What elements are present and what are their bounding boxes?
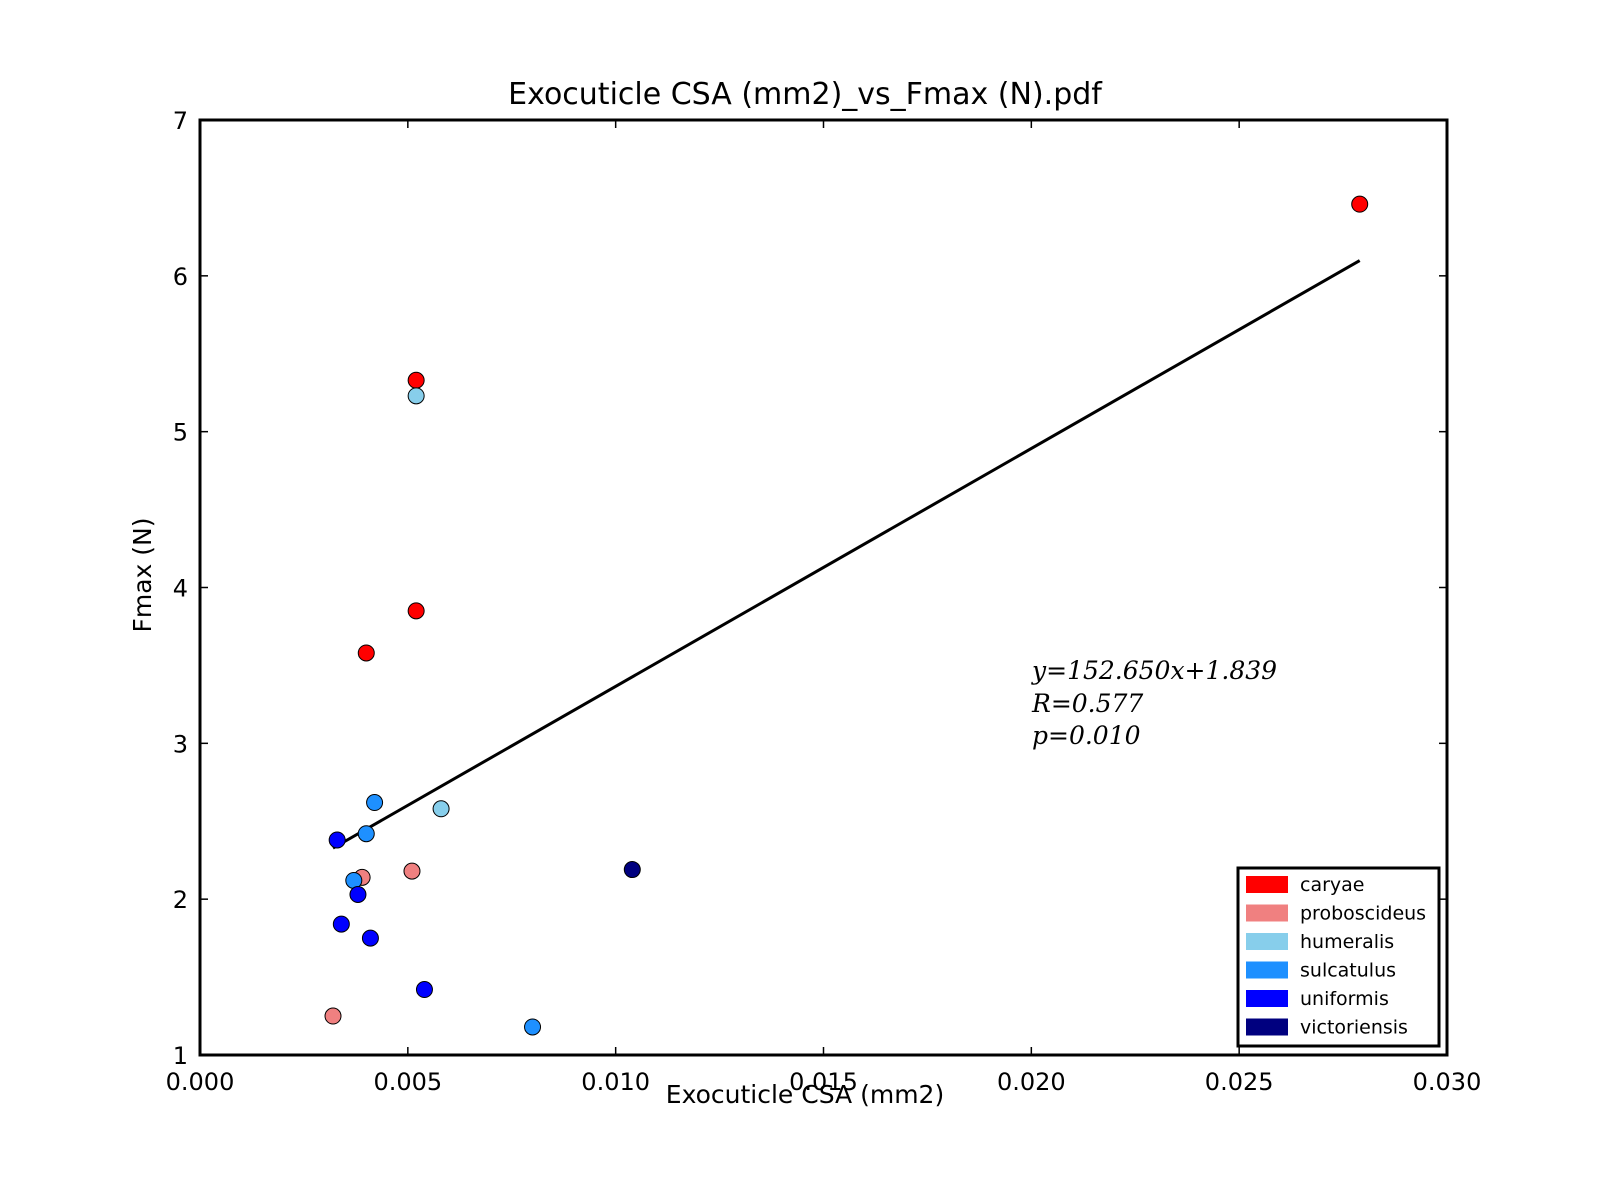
legend: caryae proboscideus humeralis sulcatulus uni…	[1236, 866, 1441, 1048]
y-tick-label: 6	[173, 263, 188, 291]
data-point-caryae	[357, 644, 375, 662]
legend-swatch-humeralis	[1246, 933, 1288, 950]
data-point-sulcatulus	[366, 794, 384, 812]
data-point-uniformis	[332, 915, 350, 933]
legend-swatch-proboscideus	[1246, 904, 1288, 922]
plot-frame	[198, 118, 1449, 1057]
legend-swatch-victoriensis	[1246, 1018, 1288, 1036]
y-tick-label: 4	[173, 575, 188, 603]
x-tick-label: 0.030	[1413, 1068, 1482, 1096]
x-tick-label: 0.015	[789, 1068, 858, 1096]
chart-title: Exocuticle CSA (mm2)_vs_Fmax (N).pdf	[508, 77, 1103, 112]
legend-swatch-caryae	[1246, 876, 1288, 893]
y-axis-label: Fmax (N)	[128, 517, 157, 632]
data-point-uniformis	[328, 831, 346, 849]
x-tick-label: 0.025	[1205, 1068, 1274, 1096]
x-tick-label: 0.010	[581, 1068, 650, 1096]
annotation-p-value: p=0.010	[1032, 721, 1141, 750]
data-point-sulcatulus	[524, 1018, 542, 1036]
data-point-sulcatulus	[345, 871, 363, 889]
data-point-caryae	[1351, 195, 1369, 213]
legend-label-caryae: caryae	[1300, 874, 1364, 896]
ticks-layer: 0.000 0.005 0.010 0.015 0.020 0.025 0.030 1 2 3 4 5…	[166, 107, 1482, 1096]
points-layer	[324, 195, 1369, 1036]
annotation-r-value: R=0.577	[1031, 689, 1143, 718]
data-point-uniformis	[361, 929, 379, 947]
y-tick-label: 5	[173, 419, 188, 447]
data-point-caryae	[407, 371, 425, 389]
legend-label-uniformis: uniformis	[1300, 988, 1389, 1010]
x-tick-label: 0.005	[373, 1068, 442, 1096]
data-point-uniformis	[349, 885, 367, 903]
data-point-caryae	[407, 602, 425, 620]
legend-swatch-sulcatulus	[1246, 961, 1288, 979]
data-point-proboscideus	[403, 862, 421, 880]
legend-label-humeralis: humeralis	[1300, 931, 1394, 953]
fit-layer	[332, 259, 1361, 850]
legend-swatch-uniformis	[1246, 990, 1288, 1007]
data-point-humeralis	[407, 387, 425, 405]
data-point-humeralis	[432, 800, 450, 818]
data-point-sulcatulus	[357, 825, 375, 843]
legend-frame	[1236, 866, 1441, 1048]
regression-line	[332, 259, 1361, 850]
legend-label-sulcatulus: sulcatulus	[1300, 960, 1396, 982]
annotation-equation: y=152.650x+1.839	[1031, 656, 1277, 685]
y-tick-label: 3	[173, 730, 188, 758]
y-tick-label: 7	[173, 107, 188, 135]
y-tick-label: 1	[173, 1042, 188, 1070]
data-point-proboscideus	[324, 1007, 342, 1025]
x-axis-label: Exocuticle CSA (mm2)	[666, 1080, 944, 1109]
data-point-victoriensis	[623, 861, 641, 879]
x-tick-label: 0.020	[997, 1068, 1066, 1096]
legend-label-victoriensis: victoriensis	[1300, 1017, 1408, 1039]
regression-annotation: y=152.650x+1.839 R=0.577 p=0.010	[1031, 656, 1277, 750]
data-point-uniformis	[415, 981, 433, 999]
legend-label-proboscideus: proboscideus	[1300, 903, 1426, 925]
x-tick-label: 0.000	[166, 1068, 235, 1096]
y-tick-label: 2	[173, 886, 188, 914]
